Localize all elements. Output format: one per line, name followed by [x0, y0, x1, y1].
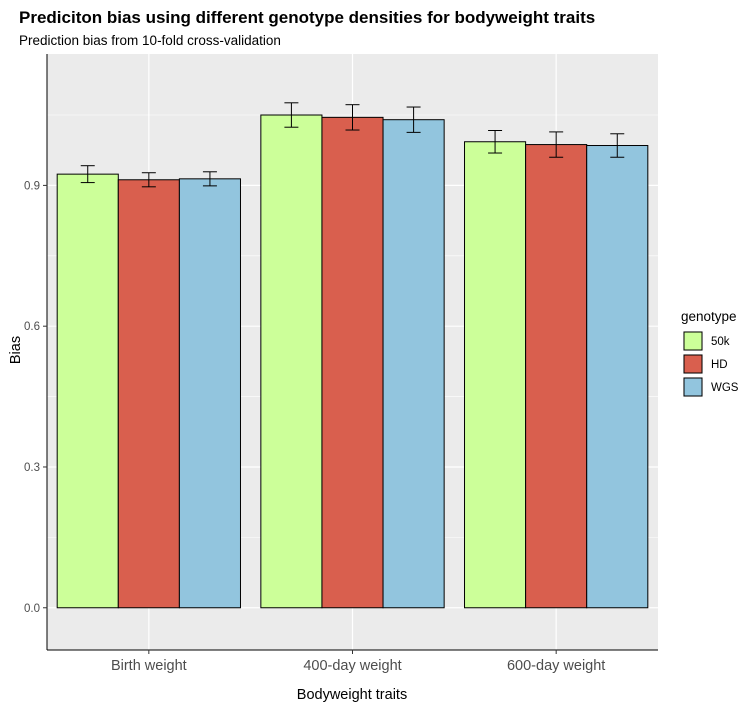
error-bar-50k-3 [488, 129, 503, 154]
bar-wgs-2 [382, 119, 445, 609]
error-bar-hd-1 [141, 172, 156, 188]
chart-subtitle: Prediction bias from 10-fold cross-valid… [19, 33, 281, 48]
bar-50k-1 [56, 173, 119, 609]
legend: genotype 50k HD WGS [681, 309, 739, 397]
error-bar-wgs-2 [406, 106, 421, 133]
bar-hd-2 [321, 116, 384, 609]
bar-hd-3 [525, 144, 588, 609]
axes-layer: 0.0 0.3 0.6 0.9 Birth weight 400-day weight 60… [24, 54, 658, 674]
error-bar-wgs-1 [202, 171, 217, 187]
bar-hd-1 [117, 179, 180, 609]
legend-label-50k: 50k [711, 336, 730, 348]
error-bar-50k-2 [284, 102, 299, 128]
legend-label-hd: HD [711, 359, 728, 371]
x-tick-label: 400-day weight [303, 658, 401, 674]
error-bar-hd-2 [345, 104, 360, 131]
legend-label-wgs: WGS [711, 382, 739, 394]
legend-swatch-50k [683, 331, 703, 351]
x-axis-title: Bodyweight traits [297, 687, 407, 703]
x-tick-label: 600-day weight [507, 658, 605, 674]
legend-title: genotype [681, 309, 737, 324]
bar-wgs-3 [586, 145, 649, 609]
legend-swatch-hd [683, 354, 703, 374]
legend-swatch-wgs [683, 377, 703, 397]
y-axis-title: Bias [8, 336, 24, 364]
error-bar-50k-1 [80, 165, 95, 184]
error-bars-layer [80, 102, 625, 188]
bar-50k-3 [464, 141, 527, 609]
y-tick-label: 0.3 [24, 462, 40, 474]
y-tick-label: 0.6 [24, 321, 40, 333]
y-tick-label: 0.0 [24, 603, 40, 615]
error-bar-wgs-3 [610, 133, 625, 158]
bar-wgs-1 [178, 178, 241, 609]
bar-50k-2 [260, 114, 323, 609]
y-tick-label: 0.9 [24, 180, 40, 192]
x-tick-label: Birth weight [111, 658, 187, 674]
error-bar-hd-3 [549, 131, 564, 158]
chart-title: Prediciton bias using different genotype… [19, 8, 595, 27]
bars-layer [56, 114, 649, 609]
